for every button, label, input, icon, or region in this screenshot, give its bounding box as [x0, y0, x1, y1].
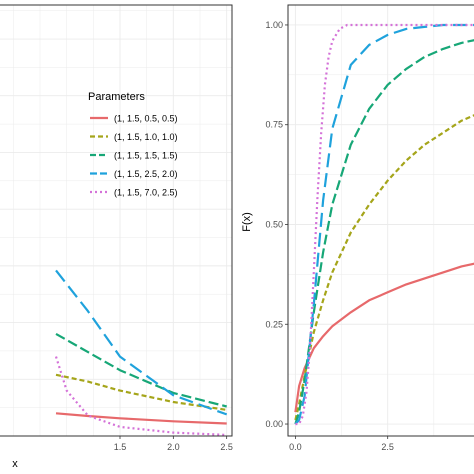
- series-line-3: [294, 39, 474, 425]
- series-line-4: [55, 269, 228, 416]
- series-line-2: [55, 373, 227, 411]
- left-panel-border: [0, 4, 233, 437]
- y-tick-label: 1.00: [265, 20, 283, 30]
- y-tick-label: 0.75: [265, 120, 283, 130]
- left-x-ticks: 1.5 2.0 2.5: [114, 436, 233, 452]
- right-x-ticks: 0.0 2.5: [289, 436, 394, 452]
- left-panel: 1.5 2.0 2.5 x Parameters (1, 1.5, 0.5, 0.5…: [0, 4, 233, 470]
- x-tick-label: 1.5: [114, 442, 127, 452]
- y-tick-label: 0.00: [265, 419, 283, 429]
- right-panel-border: [287, 4, 474, 437]
- x-tick-label: 2.5: [220, 442, 233, 452]
- series-line-5: [54, 356, 227, 436]
- series-line-3: [55, 332, 227, 408]
- legend: Parameters (1, 1.5, 0.5, 0.5) (1, 1.5, 1.…: [88, 91, 178, 198]
- series-line-4: [294, 23, 474, 425]
- right-series: [294, 23, 474, 426]
- legend-title: Parameters: [88, 91, 145, 103]
- x-tick-label: 0.0: [289, 442, 302, 452]
- series-line-5: [295, 23, 474, 426]
- left-series: [54, 269, 228, 436]
- right-panel: 0.0 2.5 0.00 0.25 0.50 0.75 1.00 F(x): [241, 4, 474, 452]
- right-gridlines: [288, 5, 474, 436]
- legend-label-1: (1, 1.5, 0.5, 0.5): [114, 114, 178, 124]
- right-y-axis-label: F(x): [241, 212, 253, 232]
- left-x-axis-label: x: [12, 458, 18, 470]
- legend-label-2: (1, 1.5, 1.0, 1.0): [114, 132, 178, 142]
- x-tick-label: 2.5: [381, 442, 394, 452]
- legend-items: (1, 1.5, 0.5, 0.5) (1, 1.5, 1.0, 1.0) (1, …: [90, 114, 178, 198]
- left-gridlines: [0, 5, 232, 437]
- legend-label-5: (1, 1.5, 7.0, 2.5): [114, 188, 178, 198]
- legend-label-4: (1, 1.5, 2.5, 2.0): [114, 169, 178, 179]
- legend-label-3: (1, 1.5, 1.5, 1.5): [114, 151, 178, 161]
- right-y-ticks: 0.00 0.25 0.50 0.75 1.00: [265, 20, 288, 429]
- series-line-1: [294, 262, 474, 413]
- x-tick-label: 2.0: [167, 442, 180, 452]
- y-tick-label: 0.50: [265, 219, 283, 229]
- series-line-1: [55, 412, 227, 425]
- y-tick-label: 0.25: [265, 319, 283, 329]
